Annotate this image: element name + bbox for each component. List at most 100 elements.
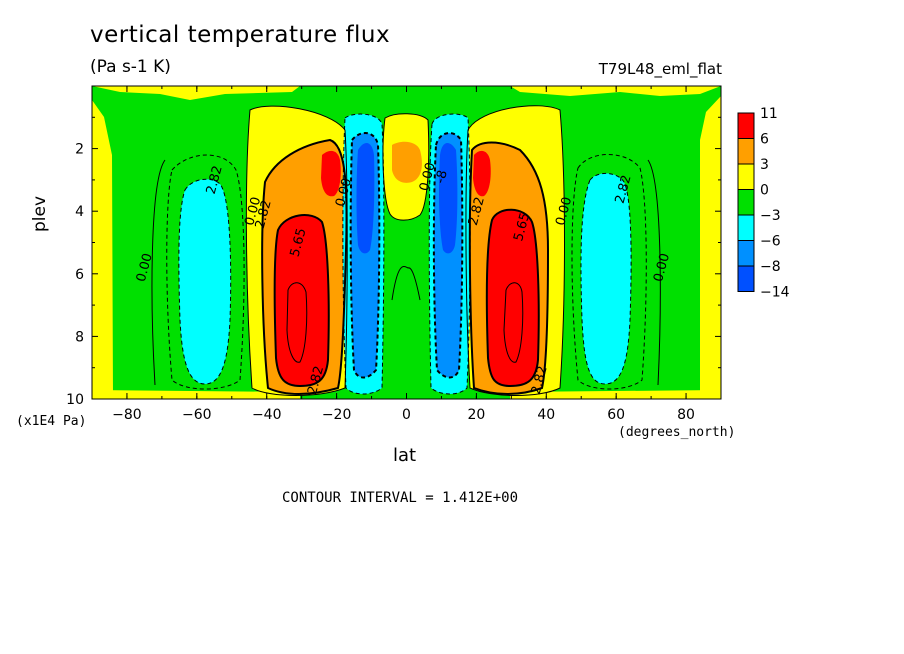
colorbar-label: −8 xyxy=(760,259,781,275)
colorbar-label: 11 xyxy=(760,106,778,122)
filled-contours xyxy=(92,86,721,399)
line-shell-south xyxy=(245,105,348,396)
x-axis: −80 −60 −40 −20 0 20 40 60 80 xyxy=(91,86,722,423)
field-cyan-south xyxy=(178,179,231,384)
field-orange-equator xyxy=(392,141,422,183)
colorbar-label: −14 xyxy=(760,285,790,301)
contour-label: 2.82 xyxy=(305,364,327,396)
colorbar-label: −3 xyxy=(760,208,781,224)
contour-label: 5.65 xyxy=(288,227,310,259)
colorbar-swatch xyxy=(737,138,755,165)
x-tick-label: −60 xyxy=(182,407,212,423)
contour-label: 2.82 xyxy=(529,364,551,396)
contour-label-group: 2.82 xyxy=(253,199,275,231)
contour-label-group: -8 xyxy=(433,169,451,185)
colorbar-label: 0 xyxy=(760,183,769,199)
line-shell-north xyxy=(465,105,565,396)
contour-label-group: 2.82 xyxy=(613,173,635,205)
x-tick-label: −80 xyxy=(112,407,142,423)
y-axis-label: plev xyxy=(30,195,50,232)
x-axis-unit: (degrees_north) xyxy=(618,425,736,440)
y-tick-label: 8 xyxy=(75,329,84,345)
colorbar-label: −6 xyxy=(760,234,781,250)
contour-label: 0.00 xyxy=(134,252,156,284)
contour-label: 2.82 xyxy=(204,164,226,196)
field-yellow-top-left xyxy=(92,86,300,100)
field-yellow-top-right xyxy=(510,86,721,96)
contour-label: 0.00 xyxy=(553,195,575,227)
line-trop-south-a xyxy=(342,113,385,395)
line-red-north-inner xyxy=(503,282,524,363)
line-red-south-inner xyxy=(286,282,308,363)
line-dash-south-outer xyxy=(166,154,245,390)
colorbar-label: 3 xyxy=(760,157,769,173)
line-dash-north xyxy=(580,173,632,385)
x-tick-label: 0 xyxy=(402,407,411,423)
field-red-south-top xyxy=(321,150,341,197)
y-tick-label: 6 xyxy=(75,267,84,283)
contour-labels: 2.820.000.002.825.652.820.00 0.00-82.82 5.… xyxy=(134,161,673,396)
colorbar-swatch xyxy=(737,240,755,267)
contour-label: 5.65 xyxy=(511,211,533,243)
x-tick-label: −20 xyxy=(322,407,352,423)
contour-label: 0.00 xyxy=(651,252,673,284)
contour-label-group: 0.00 xyxy=(333,177,355,209)
field-cyan-north xyxy=(580,173,632,384)
contour-label-group: 0.00 xyxy=(242,195,264,227)
contour-label-group: 0.00 xyxy=(417,161,439,193)
colorbar: 11 6 3 0 −3 −6 −8 −14 xyxy=(737,106,790,301)
colorbar-swatch xyxy=(737,163,755,190)
line-trop-south-b xyxy=(349,132,381,379)
contour-label-group: 2.82 xyxy=(466,195,488,227)
chart-units: (Pa s-1 K) xyxy=(90,57,171,77)
field-green-top-tongue xyxy=(300,86,510,102)
contour-label: 2.82 xyxy=(253,199,275,231)
contour-interval: CONTOUR INTERVAL = 1.412E+00 xyxy=(282,490,519,506)
contour-label-group: 2.82 xyxy=(204,164,226,196)
line-zero-south-outer xyxy=(151,159,166,386)
contour-label-group: 2.82 xyxy=(529,364,551,396)
x-tick-label: 60 xyxy=(607,407,625,423)
line-equator-cell xyxy=(382,113,430,221)
colorbar-swatch xyxy=(737,112,755,139)
y-tick-label: 4 xyxy=(75,204,84,220)
line-red-south xyxy=(273,214,330,388)
line-orange-south xyxy=(261,138,348,395)
contour-label: 0.00 xyxy=(333,177,355,209)
line-red-north xyxy=(485,208,540,388)
y-tick-label: 10 xyxy=(66,392,84,408)
contour-label: 0.00 xyxy=(417,161,439,193)
y-axis-unit: (x1E4 Pa) xyxy=(16,414,87,429)
line-dash-north-outer xyxy=(571,154,647,390)
field-deepblue-trop-north xyxy=(439,143,458,254)
contour-label-group: 0.00 xyxy=(553,195,575,227)
colorbar-swatch xyxy=(737,265,755,292)
field-red-north-main xyxy=(486,209,539,386)
contour-label-group: 0.00 xyxy=(651,252,673,284)
field-red-north-top xyxy=(473,150,491,197)
y-axis: 2 4 6 8 10 xyxy=(66,116,721,408)
field-yellow-left-edge xyxy=(92,86,113,399)
chart-title: vertical temperature flux xyxy=(90,22,391,48)
contour-label: 0.00 xyxy=(242,195,264,227)
x-tick-label: −40 xyxy=(252,407,282,423)
x-tick-label: 40 xyxy=(537,407,555,423)
colorbar-swatch xyxy=(737,189,755,216)
field-yellow-right-edge xyxy=(700,86,721,399)
x-tick-label: 80 xyxy=(677,407,695,423)
line-trop-north-a xyxy=(428,113,471,395)
field-yellow-bottom-left xyxy=(92,390,300,399)
contour-label-group: 0.00 xyxy=(134,252,156,284)
colorbar-swatch xyxy=(737,214,755,241)
contour-lines xyxy=(151,105,661,396)
x-axis-label: lat xyxy=(393,445,417,466)
field-deepblue-trop-south xyxy=(356,143,375,254)
line-zero-north-outer xyxy=(647,159,661,386)
experiment-label: T79L48_eml_flat xyxy=(598,60,722,78)
field-yellow-bottom-right xyxy=(510,390,721,399)
contour-label-group: 5.65 xyxy=(288,227,310,259)
contour-label: -8 xyxy=(433,169,451,185)
y-tick-label: 2 xyxy=(75,142,84,158)
line-dash-south xyxy=(178,178,232,385)
line-orange-north xyxy=(468,141,550,395)
